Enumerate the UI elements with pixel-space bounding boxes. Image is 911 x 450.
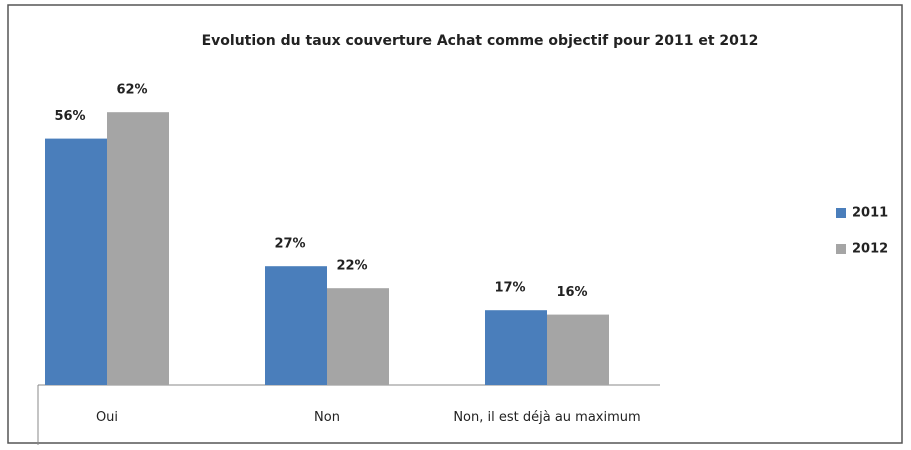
legend-swatch <box>836 208 846 218</box>
bar <box>265 266 327 385</box>
legend-label: 2012 <box>852 242 888 257</box>
x-tick-label: Oui <box>95 410 119 425</box>
legend-label: 2011 <box>852 206 888 221</box>
chart-title: Evolution du taux couverture Achat comme… <box>202 33 759 49</box>
bar <box>107 112 169 385</box>
x-tick-label: Non <box>314 410 340 425</box>
data-label: 17% <box>494 281 525 296</box>
data-label: 56% <box>54 109 85 124</box>
x-tick-label: Non, il est déjà au maximum <box>453 410 641 425</box>
legend-swatch <box>836 244 846 254</box>
data-label: 16% <box>556 285 587 300</box>
bar <box>547 314 609 385</box>
data-label: 22% <box>336 259 367 274</box>
bar <box>485 310 547 385</box>
frame <box>7 4 903 444</box>
bar <box>327 288 389 385</box>
bar <box>45 138 107 385</box>
data-label: 62% <box>116 83 147 98</box>
data-label: 27% <box>274 237 305 252</box>
